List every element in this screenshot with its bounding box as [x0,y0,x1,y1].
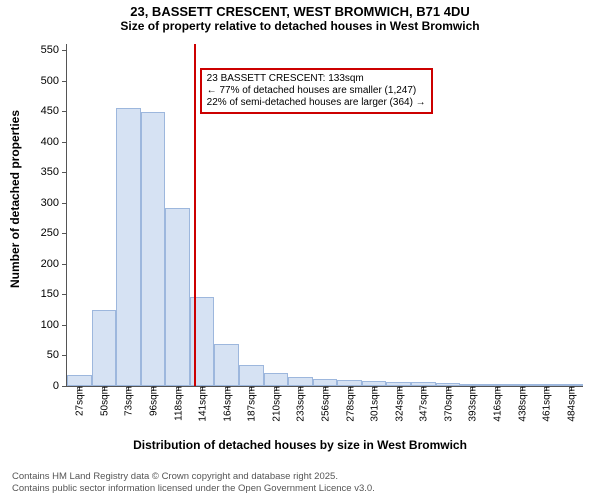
histogram-bar [485,384,510,386]
histogram-bar [116,108,141,386]
callout-line: 23 BASSETT CRESCENT: 133sqm [207,73,426,85]
ytick-label: 450 [41,105,67,117]
histogram-bar [239,365,264,386]
xtick-label: 118sqm [171,386,184,421]
histogram-bar [509,384,534,386]
xtick-label: 324sqm [392,386,405,422]
xtick-label: 347sqm [417,386,430,422]
histogram-bar [460,384,485,386]
histogram-bar [386,382,411,386]
ytick-label: 200 [41,258,67,270]
callout-box: 23 BASSETT CRESCENT: 133sqm← 77% of deta… [200,68,433,114]
histogram-bar [362,381,387,386]
xtick-label: 96sqm [147,386,160,416]
xtick-label: 164sqm [220,386,233,422]
ytick-label: 50 [47,349,67,361]
plot-area: 05010015020025030035040045050055027sqm50… [66,44,583,387]
xtick-label: 27sqm [73,386,86,416]
ytick-label: 100 [41,319,67,331]
xtick-label: 301sqm [368,386,381,422]
histogram-bar [558,384,583,386]
xtick-label: 370sqm [441,386,454,422]
histogram-bar [411,382,436,386]
histogram-bar [214,344,239,386]
title-main: 23, BASSETT CRESCENT, WEST BROMWICH, B71… [0,4,600,19]
callout-line: 22% of semi-detached houses are larger (… [207,97,426,109]
footer: Contains HM Land Registry data © Crown c… [12,471,375,494]
title-block: 23, BASSETT CRESCENT, WEST BROMWICH, B71… [0,4,600,33]
xtick-label: 461sqm [540,386,553,422]
histogram-bar [264,373,289,386]
histogram-bar [165,208,190,386]
ytick-label: 550 [41,44,67,56]
xtick-label: 484sqm [564,386,577,422]
ytick-label: 150 [41,288,67,300]
footer-line-1: Contains HM Land Registry data © Crown c… [12,471,375,482]
histogram-bar [436,383,461,386]
title-sub: Size of property relative to detached ho… [0,19,600,33]
xtick-label: 233sqm [294,386,307,422]
callout-line: ← 77% of detached houses are smaller (1,… [207,85,426,97]
footer-line-2: Contains public sector information licen… [12,483,375,494]
histogram-bar [92,310,117,386]
xtick-label: 210sqm [269,386,282,422]
xtick-label: 141sqm [196,386,209,422]
xtick-label: 438sqm [515,386,528,422]
chart-container: 23, BASSETT CRESCENT, WEST BROMWICH, B71… [0,0,600,500]
histogram-bar [313,379,338,386]
ytick-label: 500 [41,75,67,87]
histogram-bar [141,112,166,386]
ytick-label: 0 [53,380,67,392]
xtick-label: 278sqm [343,386,356,422]
xtick-label: 187sqm [245,386,258,422]
x-axis-label: Distribution of detached houses by size … [0,438,600,452]
xtick-label: 256sqm [319,386,332,422]
histogram-bar [534,384,559,386]
xtick-label: 416sqm [491,386,504,422]
ytick-label: 400 [41,136,67,148]
ytick-label: 300 [41,197,67,209]
xtick-label: 393sqm [466,386,479,422]
ytick-label: 350 [41,166,67,178]
ytick-label: 250 [41,227,67,239]
histogram-bar [288,377,313,386]
histogram-bar [67,375,92,386]
histogram-bar [337,380,362,386]
y-axis-label: Number of detached properties [8,110,22,288]
xtick-label: 50sqm [97,386,110,416]
reference-line [194,44,196,386]
xtick-label: 73sqm [122,386,135,416]
